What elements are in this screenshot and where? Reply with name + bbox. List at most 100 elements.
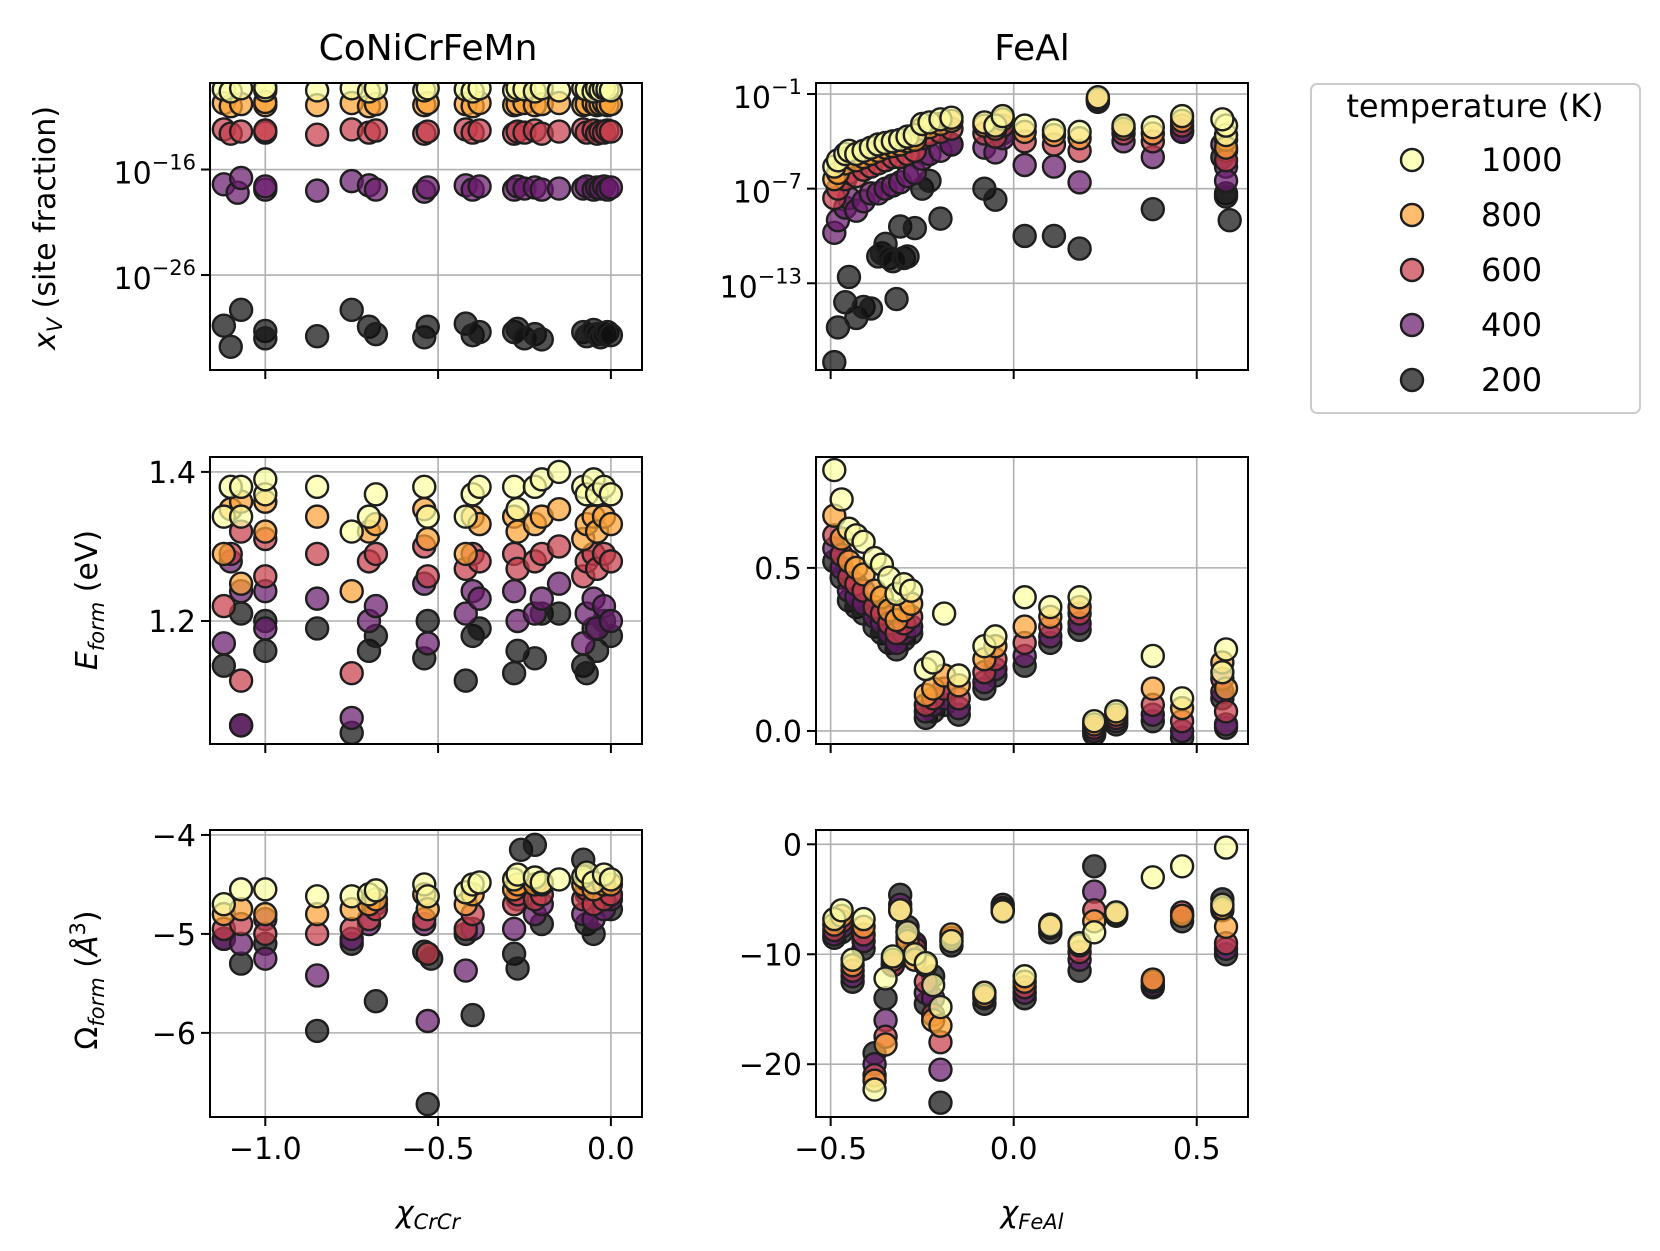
panel-eform-conicrfemn: 1.2 1.4: [148, 456, 643, 753]
legend-title: temperature (K): [1346, 87, 1603, 125]
point-1000K-21: [1041, 118, 1067, 143]
point-1000K-2: [840, 947, 865, 972]
panel-oform-conicrfemn: −1.0 −0.5 0.0 −6 −5 −4: [152, 819, 643, 1167]
point-1000K-5: [253, 467, 278, 492]
point-1000K-2: [228, 83, 254, 101]
point-600K-19: [546, 119, 572, 144]
ytick-label-1: 10−16: [113, 151, 196, 192]
point-1000K-17: [1038, 913, 1063, 938]
point-1000K-3: [228, 474, 254, 500]
point-1000K-2: [228, 504, 254, 529]
panel-oform-feal: −0.5 0.0 0.5 −20 −10 0: [739, 828, 1249, 1167]
column-title-feal: FeAl: [994, 28, 1070, 69]
points: [822, 835, 1239, 1115]
point-400K-25: [598, 608, 624, 634]
axes-frame: [815, 82, 1249, 371]
point-400K-2: [228, 713, 254, 738]
xtick-label-0: −1.0: [229, 1132, 302, 1167]
point-1000K-15: [501, 474, 527, 500]
point-600K-2: [228, 668, 254, 693]
point-400K-19: [546, 571, 572, 596]
ytick-label-0: 10−13: [719, 264, 802, 305]
point-1000K-6: [304, 474, 330, 500]
xtick-label-0: −0.5: [794, 1132, 867, 1167]
points: [822, 84, 1242, 370]
point-800K-17: [1012, 614, 1037, 639]
point-400K-15: [501, 578, 527, 604]
point-400K-18: [529, 586, 554, 611]
points: [211, 83, 624, 359]
point-200K-6: [339, 297, 364, 323]
point-200K-0: [822, 349, 847, 370]
panel-eform-feal: 0.0 0.5: [754, 456, 1249, 753]
point-400K-27: [598, 175, 624, 200]
ylabel-oform: Ωform (Å3): [66, 910, 109, 1049]
point-400K-20: [571, 631, 596, 656]
point-600K-9: [363, 541, 389, 567]
point-200K-3: [836, 264, 862, 290]
point-600K-11: [415, 564, 440, 589]
point-400K-13: [467, 174, 492, 199]
point-400K-21: [1041, 154, 1067, 179]
legend-marker-1000: [1399, 147, 1425, 173]
point-200K-10: [460, 1002, 485, 1028]
point-200K-25: [1041, 223, 1067, 249]
point-400K-6: [304, 586, 330, 611]
point-400K-28: [1213, 168, 1239, 193]
point-1000K-8: [356, 504, 382, 529]
ytick-label-2: 10−1: [733, 75, 802, 116]
point-200K-15: [895, 244, 920, 269]
point-800K-22: [1140, 676, 1166, 701]
point-1000K-16: [983, 624, 1008, 649]
point-200K-3: [304, 1018, 330, 1044]
point-1000K-4: [862, 1077, 887, 1102]
point-200K-29: [1140, 196, 1166, 222]
point-200K-5: [304, 616, 330, 641]
column-title-conicrfemn: CoNiCrFeMn: [319, 28, 538, 69]
points: [211, 459, 624, 744]
point-400K-11: [415, 631, 440, 656]
point-200K-10: [415, 608, 440, 634]
point-1000K-14: [467, 474, 492, 500]
legend-label-200: 200: [1481, 361, 1542, 399]
point-600K-24: [1213, 699, 1239, 724]
point-1000K-10: [412, 474, 437, 500]
point-1000K-24: [1210, 892, 1235, 917]
point-800K-7: [339, 578, 364, 604]
point-1000K-7: [339, 519, 364, 544]
point-400K-0: [211, 631, 237, 656]
point-200K-6: [858, 296, 884, 321]
point-200K-4: [253, 326, 278, 351]
point-400K-9: [363, 593, 389, 619]
point-200K-8: [363, 321, 389, 347]
point-400K-7: [339, 705, 364, 731]
point-1000K-24: [1213, 637, 1239, 662]
point-600K-5: [304, 122, 330, 147]
axes-frame: [209, 82, 643, 371]
ytick-label-0: 10−26: [113, 256, 196, 297]
panel-xv-feal: 10−13 10−7 10−1: [719, 75, 1249, 379]
ytick-label-0: −20: [739, 1048, 802, 1083]
point-600K-25: [598, 549, 624, 574]
point-600K-13: [467, 118, 492, 143]
point-600K-6: [304, 541, 330, 567]
point-1000K-1: [228, 877, 254, 902]
point-1000K-29: [1210, 107, 1235, 132]
point-200K-2: [228, 297, 254, 323]
point-200K-14: [501, 660, 527, 686]
legend-label-600: 600: [1481, 251, 1542, 289]
xlabel-chifeal: χFeAl: [999, 1195, 1064, 1234]
point-1000K-18: [1038, 594, 1063, 620]
point-1000K-13: [931, 601, 957, 626]
point-400K-12: [453, 601, 478, 626]
point-200K-12: [884, 286, 909, 312]
point-600K-27: [598, 119, 624, 144]
svg-text:Eform (eV): Eform (eV): [70, 530, 109, 670]
point-400K-14: [467, 586, 492, 611]
point-1000K-20: [1082, 708, 1107, 734]
point-1000K-19: [1067, 585, 1092, 610]
point-200K-14: [522, 832, 548, 858]
point-200K-19: [1082, 854, 1107, 879]
point-200K-16: [902, 215, 928, 241]
point-200K-34: [1217, 207, 1242, 233]
